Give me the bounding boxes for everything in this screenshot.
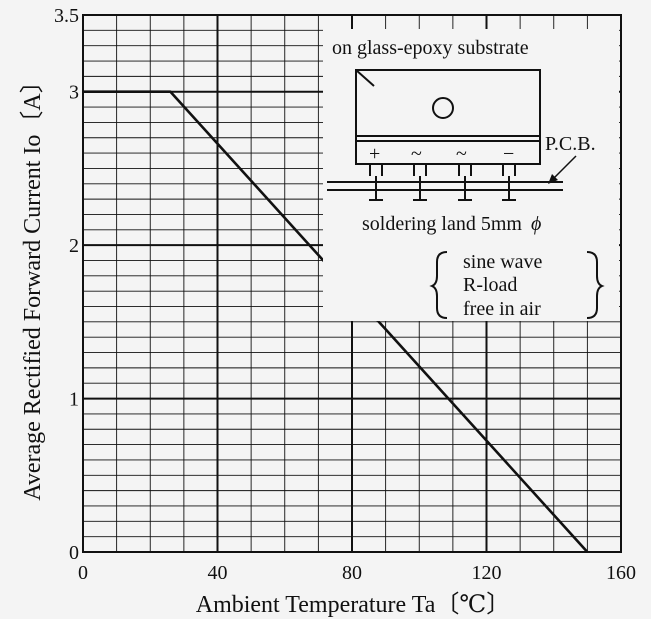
y-tick-label: 0 [69,542,79,564]
pcb-board [327,181,563,191]
y-tick-label: 3 [69,82,79,104]
bridge-package-icon [355,69,541,165]
pcb-pointer-line [551,155,577,181]
substrate-label: on glass-epoxy substrate [332,37,529,59]
soldering-land-text: soldering land 5mm [362,213,522,235]
x-tick-label: 80 [342,562,362,584]
pin-legs [369,164,516,201]
conditions-bracket-icon [429,251,605,319]
pin-ac1-label: ~ [411,143,422,165]
pcb-label: P.C.B. [545,133,596,155]
x-tick-labels: 0 40 80 120 160 [78,562,636,584]
y-tick-label: 1 [69,389,79,411]
y-tick-label: 2 [69,235,79,257]
phi-symbol: ϕ [531,213,541,235]
condition-free-in-air: free in air [463,298,541,320]
y-tick-labels: 0 1 2 3 3.5 [54,5,79,564]
derating-curve [83,90,589,553]
condition-sine-wave: sine wave [463,251,543,273]
pin-minus-label: − [503,143,514,165]
condition-r-load: R-load [463,274,517,296]
x-tick-label: 40 [208,562,228,584]
plot-frame [82,14,622,553]
x-tick-label: 120 [472,562,502,584]
soldering-land-label: soldering land 5mm ϕ [362,213,541,235]
pcb-pointer-arrow-icon [548,174,558,184]
x-tick-label: 160 [606,562,636,584]
y-tick-label: 3.5 [54,5,79,27]
package-inset: on glass-epoxy substrate + ~ ~ − P.C.B. … [323,29,619,321]
x-axis-title: Ambient Temperature Ta〔℃〕 [196,592,511,618]
series-layer [83,90,589,553]
x-tick-label: 0 [78,562,88,584]
pin-plus-label: + [369,143,380,165]
pin-ac2-label: ~ [456,143,467,165]
y-axis-title: Average Rectified Forward Current Io〔A〕 [20,69,46,500]
